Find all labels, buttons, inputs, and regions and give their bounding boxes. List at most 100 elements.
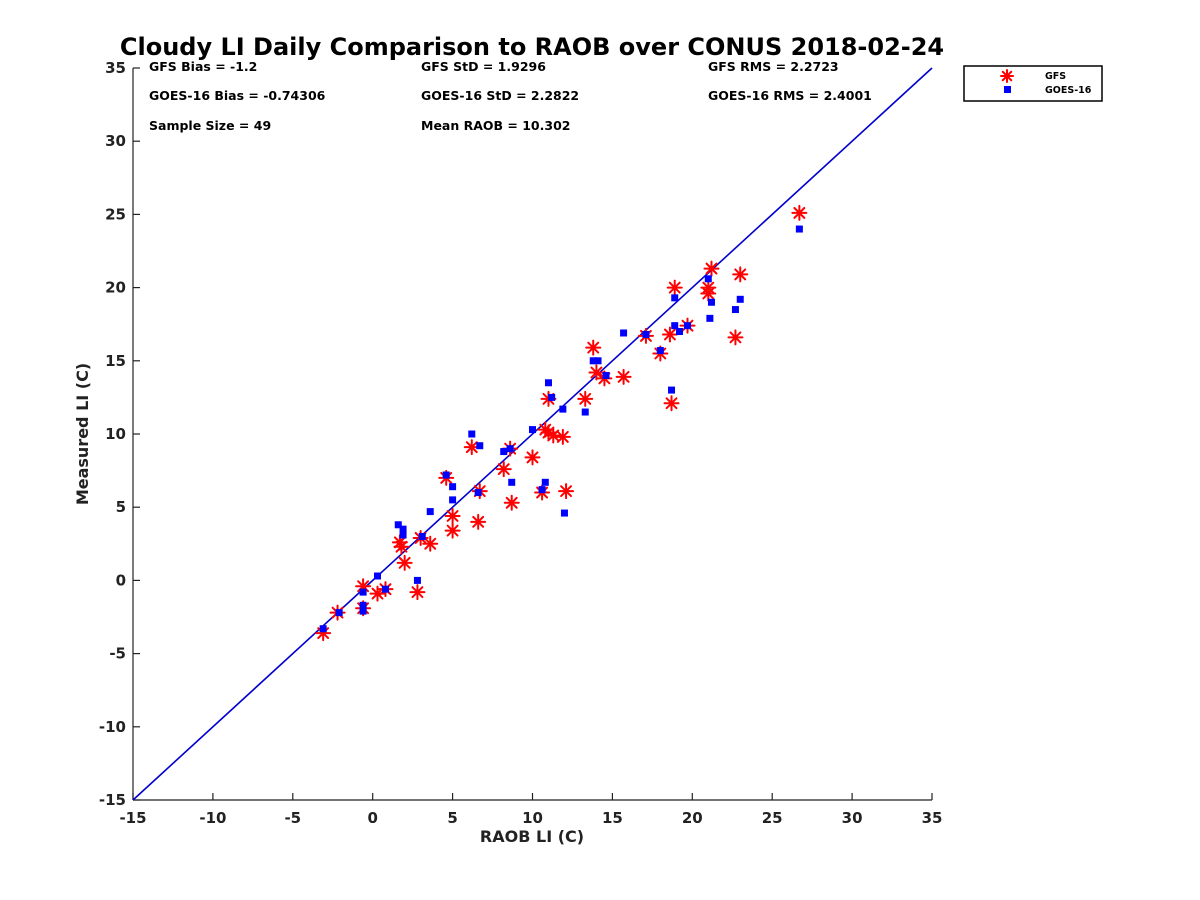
gfs-point	[444, 507, 461, 524]
goes16-point	[676, 328, 684, 336]
goes16-point	[795, 225, 803, 233]
x-tick-label: -10	[199, 809, 226, 827]
y-tick-label: 25	[105, 205, 126, 223]
goes16-point	[548, 393, 556, 401]
legend-goes16-label: GOES-16	[1045, 85, 1092, 96]
gfs-point	[545, 427, 562, 444]
goes16-point	[706, 314, 714, 322]
gfs-point	[558, 483, 575, 500]
y-tick-label: 15	[105, 352, 126, 370]
y-tick-label: -10	[99, 718, 126, 736]
goes16-point	[671, 294, 679, 302]
goes16-point	[620, 329, 628, 337]
goes16-point	[381, 585, 389, 593]
goes16-point	[559, 405, 567, 413]
goes16-point	[399, 531, 407, 539]
goes16-point	[541, 478, 549, 486]
goes16-point	[506, 445, 514, 453]
stats-block: GFS Bias = -1.2 GFS StD = 1.9296 GFS RMS…	[149, 59, 872, 133]
goes16-point	[426, 508, 434, 516]
y-axis-label: Measured LI (C)	[73, 363, 92, 505]
goes16-point	[656, 347, 664, 355]
goes16-point	[449, 496, 457, 504]
legend-goes16-marker	[1004, 86, 1011, 93]
goes16-point	[399, 525, 407, 533]
gfs-point	[732, 266, 749, 283]
gfs-point	[503, 494, 520, 511]
gfs-point	[661, 326, 678, 343]
gfs-point	[703, 260, 720, 277]
goes16-point	[642, 330, 650, 338]
goes16-point	[442, 471, 450, 479]
y-tick-label: 5	[116, 498, 126, 516]
goes16-point	[736, 295, 744, 303]
y-tick-label: 0	[116, 571, 126, 589]
goes16-point	[476, 442, 484, 450]
gfs-point	[700, 279, 717, 296]
x-tick-label: 25	[762, 809, 783, 827]
gfs-point	[615, 368, 632, 385]
goes16-point	[394, 521, 402, 529]
goes16-point	[704, 275, 712, 283]
gfs-point	[422, 535, 439, 552]
gfs-point	[409, 584, 426, 601]
goes16-point	[449, 483, 457, 491]
x-axis-ticks: -15 -10 -5 0 5 10 15 20 25 30 35	[119, 793, 942, 827]
legend: GFS GOES-16	[963, 65, 1103, 102]
x-tick-label: -15	[119, 809, 146, 827]
goes16-point	[319, 625, 327, 633]
goes16-point	[544, 379, 552, 387]
goes16-point	[529, 426, 536, 434]
goes16-point	[594, 357, 602, 365]
goes16-point	[731, 306, 739, 314]
y-tick-label: 20	[105, 279, 126, 297]
y-tick-label: 30	[105, 132, 126, 150]
goes16-point	[474, 489, 482, 497]
goes16-point	[508, 478, 516, 486]
goes16-point	[468, 430, 476, 438]
stat-gfs-bias: GFS Bias = -1.2	[149, 59, 257, 74]
goes16-point	[668, 386, 676, 394]
gfs-point	[666, 279, 683, 296]
goes16-point	[684, 322, 692, 330]
goes16-point	[359, 607, 367, 615]
goes16-point	[671, 322, 679, 330]
gfs-point	[585, 339, 602, 356]
x-tick-label: 30	[842, 809, 863, 827]
y-tick-label: -15	[99, 791, 126, 809]
goes16-point	[707, 298, 715, 306]
x-axis-label: RAOB LI (C)	[480, 827, 584, 846]
legend-gfs-marker	[1000, 69, 1014, 83]
x-tick-label: 5	[447, 809, 457, 827]
goes16-point	[589, 357, 597, 365]
gfs-point	[393, 538, 410, 555]
goes16-point	[413, 576, 421, 584]
stat-sample-size: Sample Size = 49	[149, 118, 271, 133]
x-tick-label: -5	[284, 809, 301, 827]
x-tick-label: 20	[682, 809, 703, 827]
goes16-point	[373, 572, 381, 580]
x-tick-label: 15	[602, 809, 623, 827]
stat-gfs-rms: GFS RMS = 2.2723	[708, 59, 839, 74]
gfs-point	[495, 461, 512, 478]
gfs-point	[444, 522, 461, 539]
y-tick-label: 10	[105, 425, 126, 443]
gfs-point	[588, 364, 605, 381]
gfs-point	[396, 554, 413, 571]
gfs-point	[727, 329, 744, 346]
y-tick-label: -5	[109, 645, 126, 663]
x-tick-label: 0	[367, 809, 377, 827]
stat-gfs-std: GFS StD = 1.9296	[421, 59, 546, 74]
gfs-series	[315, 204, 808, 642]
x-tick-label: 10	[522, 809, 543, 827]
gfs-point	[577, 390, 594, 407]
legend-gfs-label: GFS	[1045, 71, 1066, 82]
stat-goes16-std: GOES-16 StD = 2.2822	[421, 88, 579, 103]
stat-goes16-bias: GOES-16 Bias = -0.74306	[149, 88, 326, 103]
gfs-point	[524, 449, 541, 466]
gfs-point	[791, 204, 808, 221]
goes16-point	[538, 486, 546, 494]
x-tick-label: 35	[922, 809, 943, 827]
goes16-point	[560, 509, 568, 517]
